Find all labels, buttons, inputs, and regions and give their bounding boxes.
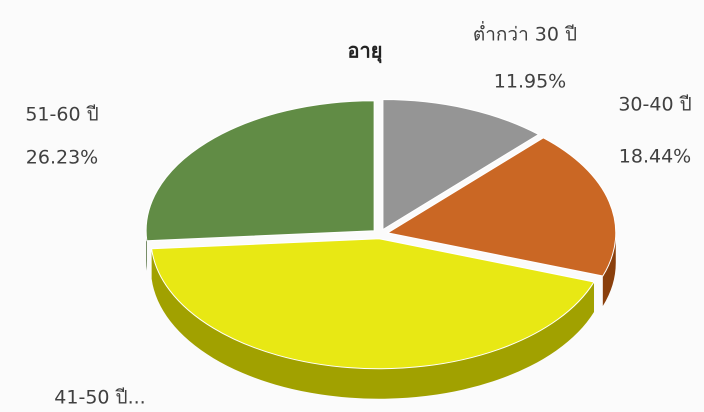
- value-label: 11.95%: [494, 71, 566, 93]
- category-label: ต่ำกว่า 30 ปี: [473, 21, 577, 46]
- chart-title: อายุ: [348, 39, 383, 64]
- value-label: 18.44%: [619, 146, 691, 168]
- category-label: 51-60 ปี: [25, 104, 98, 126]
- value-label: 26.23%: [26, 147, 98, 169]
- category-label: 41-50 ปี...: [54, 387, 145, 409]
- category-label: 30-40 ปี: [618, 94, 691, 116]
- chart: อายุ ต่ำกว่า 30 ปี 11.95% 30-40 ปี 18.44% 41…: [0, 0, 704, 412]
